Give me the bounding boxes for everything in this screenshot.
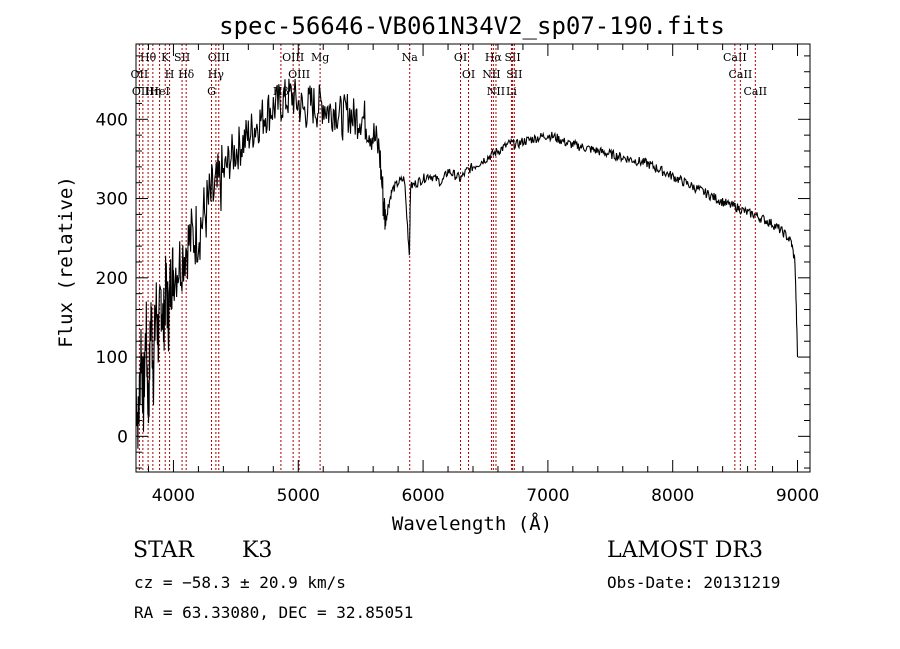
line-marker-label: NII — [487, 85, 505, 98]
line-marker-label: Hβ — [273, 85, 289, 98]
line-marker-label: Hα — [485, 51, 503, 64]
subclass-label: K3 — [242, 538, 273, 563]
obs-date-label: Obs-Date: 20131219 — [607, 573, 781, 592]
survey-label: LAMOST DR3 — [607, 538, 763, 563]
line-marker-label: OIII — [208, 51, 230, 64]
line-marker-label: OI — [454, 51, 467, 64]
line-marker-label: OIII — [288, 68, 310, 81]
line-marker-label: Li — [506, 85, 517, 98]
line-marker-label: G — [207, 85, 216, 98]
line-marker-label: Hδ — [178, 68, 195, 81]
coordinates-label: RA = 63.33080, DEC = 32.85051 — [134, 603, 414, 622]
line-marker-label: CaII — [743, 85, 767, 98]
line-marker-label: H — [165, 68, 175, 81]
line-marker-label: CaII — [729, 68, 753, 81]
line-marker-label: SII — [504, 51, 520, 64]
x-tick-label: 8000 — [651, 486, 694, 506]
x-tick-label: 9000 — [776, 486, 819, 506]
line-marker-label: SII — [506, 68, 522, 81]
x-tick-label: 7000 — [526, 486, 569, 506]
spectrum-line — [135, 78, 799, 449]
line-marker-label: Mg — [311, 51, 329, 64]
chart-title: spec-56646-VB061N34V2_sp07-190.fits — [219, 12, 725, 40]
line-marker-label: Na — [402, 51, 419, 64]
line-marker-label: OII — [131, 68, 149, 81]
y-tick-label: 400 — [96, 110, 128, 130]
y-tick-label: 100 — [96, 348, 128, 368]
line-marker-label: K — [161, 51, 170, 64]
plot-frame — [135, 43, 811, 473]
y-axis-label: Flux (relative) — [55, 176, 77, 348]
line-marker-label: OIII — [282, 51, 304, 64]
y-tick-label: 0 — [117, 427, 128, 447]
line-marker-label: SII — [174, 51, 190, 64]
line-marker-label: OIII — [132, 85, 154, 98]
line-marker-label: HeI — [149, 85, 169, 98]
line-marker-label: OI — [462, 68, 475, 81]
x-tick-label: 6000 — [401, 486, 444, 506]
y-tick-label: 300 — [96, 190, 128, 210]
class-label: STAR — [133, 538, 194, 563]
x-tick-label: 5000 — [277, 486, 320, 506]
redshift-label: cz = −58.3 ± 20.9 km/s — [134, 573, 346, 592]
line-marker-label: Hγ — [208, 68, 225, 81]
line-marker-label: CaII — [723, 51, 747, 64]
x-axis-label: Wavelength (Å) — [392, 512, 552, 535]
line-marker-label: NII — [482, 68, 500, 81]
y-tick-label: 200 — [96, 269, 128, 289]
line-marker-label: Hη — [145, 85, 161, 98]
axes: 4000 5000 6000 7000 8000 9000 0 100 200 300 400 — [96, 44, 819, 506]
spectral-line-markers: HθOIIOIIIKHHeIHηSIIHδOIIIHγGOIIIOIIIHβMg… — [131, 44, 767, 472]
x-tick-label: 4000 — [152, 486, 195, 506]
